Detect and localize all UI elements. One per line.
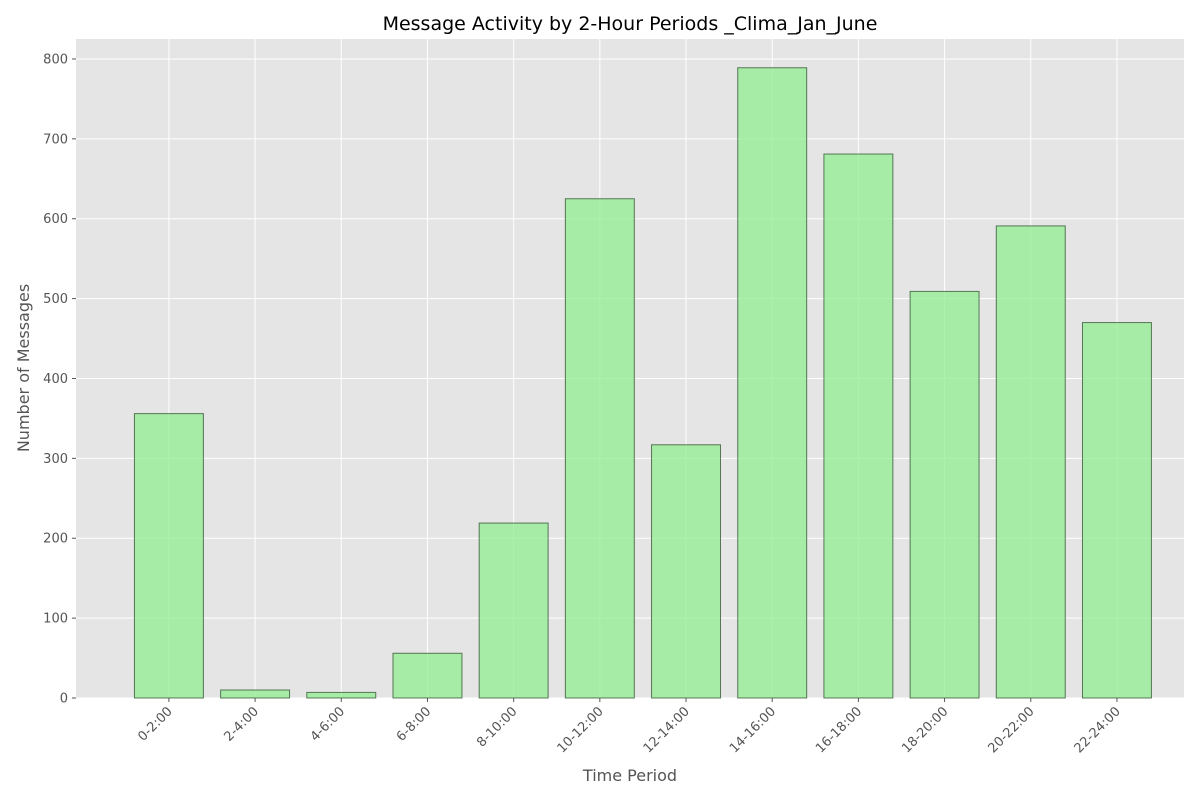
bar-6-8:00 [392, 652, 463, 699]
x-tick-label: 20-22:00 [985, 704, 1037, 756]
y-tick-label: 700 [43, 132, 68, 147]
x-tick-label: 0-2:00 [135, 704, 175, 744]
x-tick-label: 16-18:00 [813, 704, 865, 756]
x-tick-label: 14-16:00 [727, 704, 779, 756]
y-axis-label: Number of Messages [14, 284, 33, 452]
chart-title: Message Activity by 2-Hour Periods _Clim… [383, 13, 878, 35]
y-tick-label: 300 [43, 452, 68, 467]
y-tick-label: 600 [43, 212, 68, 227]
bar-22-24:00 [1081, 322, 1152, 699]
bar-2-4:00 [220, 689, 291, 699]
bar-10-12:00 [564, 198, 635, 699]
x-tick-label: 8-10:00 [474, 704, 520, 750]
x-tick-label: 4-6:00 [308, 704, 348, 744]
y-tick-label: 0 [60, 692, 68, 707]
x-tick-label: 12-14:00 [641, 704, 693, 756]
bar-16-18:00 [823, 153, 894, 699]
x-tick-label: 22-24:00 [1072, 704, 1124, 756]
bar-20-22:00 [995, 225, 1066, 699]
bars-layer [133, 67, 1152, 699]
bar-0-2:00 [133, 413, 204, 699]
bar-4-6:00 [306, 691, 377, 699]
x-axis: 0-2:00 2-4:00 4-6:00 6-8:00 8-10:00 10-12:00 1… [135, 698, 1124, 756]
x-tick-label: 2-4:00 [222, 704, 262, 744]
bar-12-14:00 [651, 444, 721, 699]
y-tick-label: 800 [43, 52, 68, 67]
y-tick-label: 200 [43, 532, 68, 547]
y-tick-label: 500 [43, 292, 68, 307]
y-axis: 0 100 200 300 400 500 600 700 800 [43, 52, 76, 707]
bar-8-10:00 [478, 522, 549, 699]
y-tick-label: 100 [43, 612, 68, 627]
x-axis-label: Time Period [582, 766, 677, 785]
x-tick-label: 18-20:00 [899, 704, 951, 756]
x-tick-label: 10-12:00 [555, 704, 607, 756]
bar-18-20:00 [909, 290, 980, 699]
y-tick-label: 400 [43, 372, 68, 387]
bar-14-16:00 [737, 67, 808, 699]
x-tick-label: 6-8:00 [394, 704, 434, 744]
